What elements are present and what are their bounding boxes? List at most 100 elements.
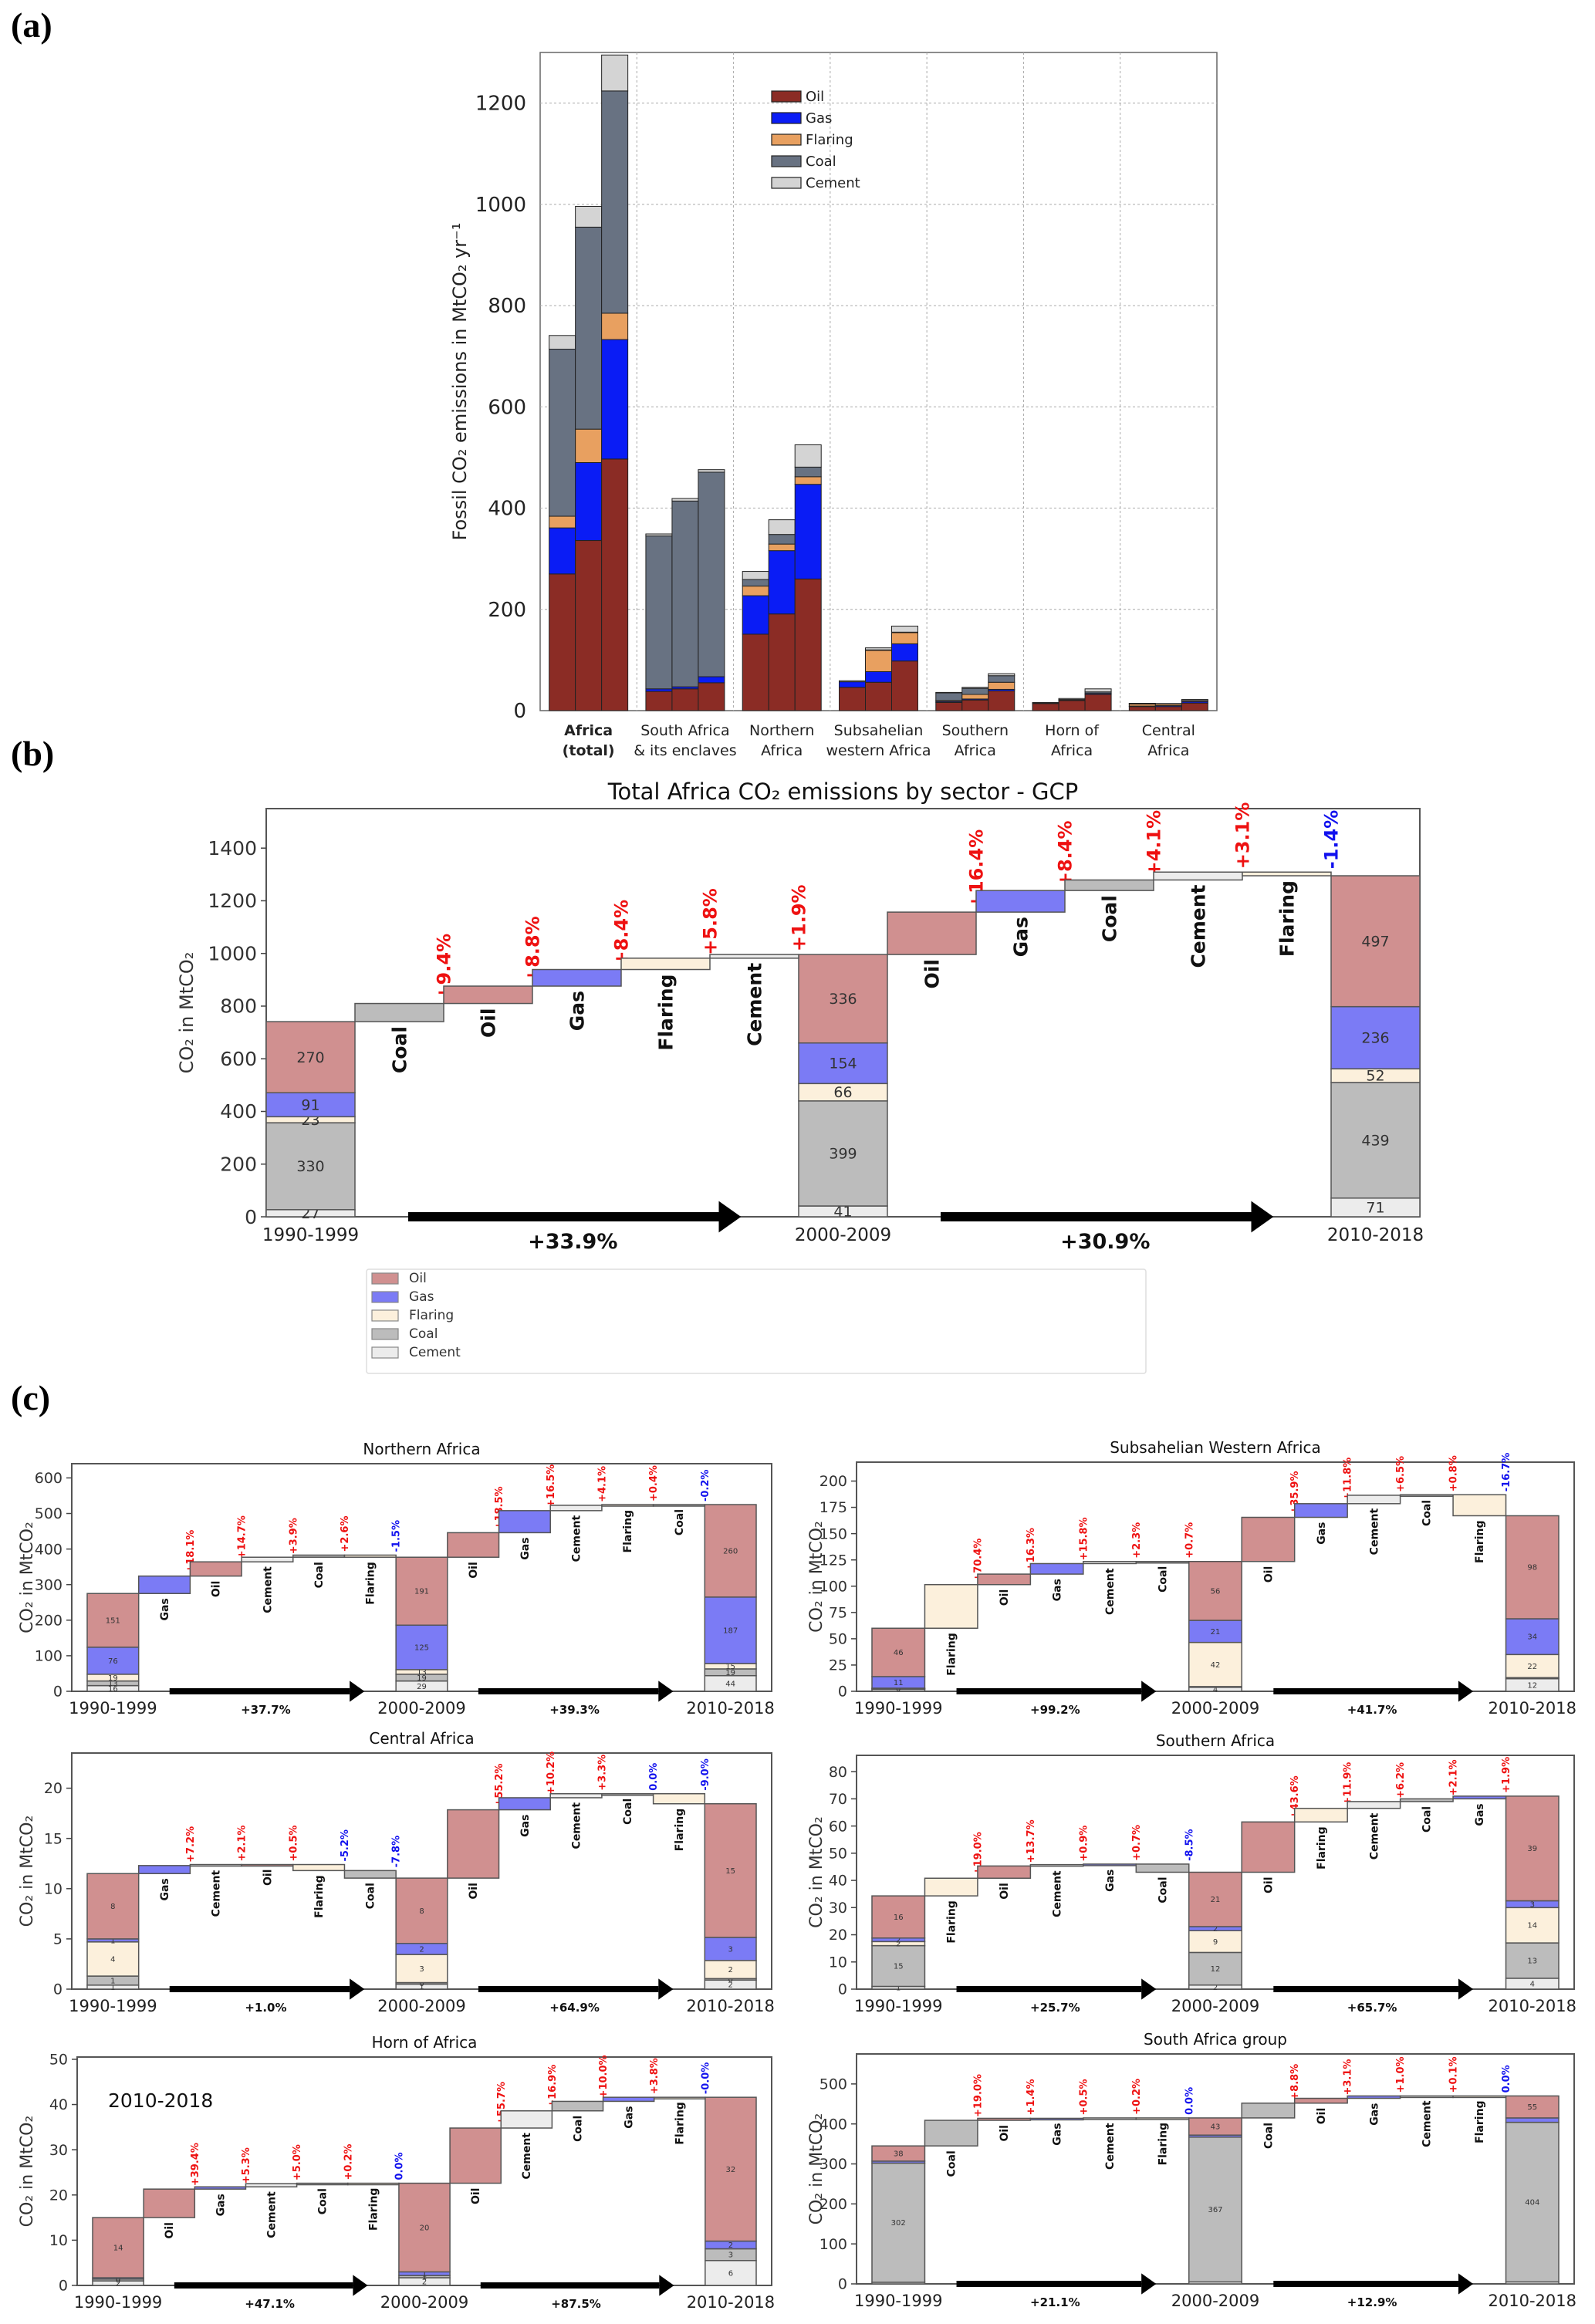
segment-value-label: 2 bbox=[1213, 1925, 1218, 1934]
step-sector-label: Oil bbox=[211, 1581, 223, 1598]
y-tick-label: 1000 bbox=[208, 942, 257, 964]
bar-segment-oil bbox=[1154, 706, 1182, 711]
step-sector-label: Cement bbox=[1187, 884, 1209, 968]
step-sector-label: Coal bbox=[946, 2150, 958, 2177]
legend-label: Flaring bbox=[806, 132, 853, 148]
step-sector-label: Flaring bbox=[946, 1900, 958, 1944]
stacked-segment-oil bbox=[798, 954, 888, 1044]
step-bar-flaring bbox=[924, 1583, 978, 1630]
step-bar-flaring bbox=[347, 2182, 400, 2186]
x-period-label: 2000-2009 bbox=[377, 1997, 465, 2015]
y-tick-label: 400 bbox=[819, 2116, 847, 2133]
segment-value-label: 399 bbox=[829, 1146, 857, 1163]
step-bar-coal bbox=[296, 2182, 349, 2186]
y-tick-label: 400 bbox=[35, 1541, 63, 1558]
step-sector-label: Cement bbox=[1368, 1812, 1380, 1860]
step-sector-label: Coal bbox=[674, 1509, 686, 1535]
stacked-segment-gas bbox=[798, 1042, 888, 1085]
step-percent-label: +11.9% bbox=[1343, 1762, 1354, 1805]
x-category-label: Africa bbox=[1147, 742, 1189, 759]
period-change-label: +33.9% bbox=[528, 1230, 617, 1254]
segment-value-label: 125 bbox=[414, 1644, 429, 1653]
chart-b-africa-waterfall: Total Africa CO₂ emissions by sector - G… bbox=[176, 779, 1424, 1374]
step-bar-coal bbox=[292, 1554, 346, 1558]
step-sector-label: Coal bbox=[1262, 2123, 1275, 2149]
bar-segment-gas bbox=[768, 550, 796, 615]
bar-segment-oil bbox=[891, 660, 918, 711]
segment-value-label: 2 bbox=[728, 1981, 732, 1990]
step-bar-flaring bbox=[924, 1877, 978, 1897]
step-percent-label: +4.1% bbox=[596, 1466, 608, 1502]
y-axis-label: CO₂ in MtCO₂ bbox=[807, 1816, 826, 1928]
stacked-segment-oil bbox=[871, 1627, 926, 1677]
segment-value-label: 4 bbox=[1530, 1980, 1535, 1988]
step-sector-label: Cement bbox=[265, 2191, 278, 2238]
period-arrow-shaft bbox=[956, 1986, 1142, 1992]
step-bar-oil bbox=[1293, 2097, 1348, 2104]
y-tick-label: 0 bbox=[245, 1206, 257, 1228]
segment-value-label: 13 bbox=[1527, 1957, 1537, 1966]
y-tick-label: 60 bbox=[829, 1818, 847, 1835]
y-tick-label: 0 bbox=[838, 1684, 847, 1701]
segment-value-label: 367 bbox=[1208, 2206, 1222, 2214]
stacked-segment-oil bbox=[1188, 1871, 1242, 1927]
step-bar-coal bbox=[1064, 879, 1154, 891]
period-change-label: +64.9% bbox=[549, 2001, 600, 2015]
legend-swatch-oil bbox=[771, 90, 802, 103]
step-percent-label: +8.4% bbox=[610, 900, 632, 967]
segment-value-label: 1 bbox=[896, 1985, 901, 1993]
step-bar-gas bbox=[1452, 1795, 1507, 1800]
y-tick-label: 125 bbox=[819, 1552, 847, 1569]
legend-swatch-cement bbox=[771, 177, 802, 189]
step-sector-label: Flaring bbox=[674, 2102, 687, 2145]
step-percent-label: +0.8% bbox=[1448, 1455, 1460, 1491]
period-arrow-shaft bbox=[480, 2282, 660, 2289]
period-arrow-shaft bbox=[169, 1986, 350, 1992]
bar-segment-cement bbox=[1032, 702, 1059, 704]
step-percent-label: +4.1% bbox=[1143, 810, 1164, 877]
step-bar-flaring bbox=[601, 1504, 654, 1507]
step-bar-coal bbox=[601, 1792, 654, 1796]
bar-segment-coal bbox=[698, 471, 725, 677]
bar-segment-flaring bbox=[575, 428, 603, 463]
step-percent-label: +5.8% bbox=[699, 888, 721, 955]
step-bar-cement bbox=[549, 1792, 603, 1799]
bar-segment-coal bbox=[768, 534, 796, 545]
period-change-label: +25.7% bbox=[1030, 2001, 1080, 2015]
step-percent-label: +8.8% bbox=[1289, 2064, 1301, 2100]
step-percent-label: +0.5% bbox=[1078, 2079, 1090, 2115]
y-tick-label: 10 bbox=[49, 2232, 68, 2249]
step-bar-oil bbox=[189, 1561, 242, 1577]
stacked-segment-gas bbox=[395, 1624, 448, 1670]
y-tick-label: 30 bbox=[829, 1900, 847, 1917]
bar-segment-oil bbox=[645, 691, 673, 711]
step-bar-cement bbox=[1347, 1801, 1401, 1809]
x-period-label: 2000-2009 bbox=[1171, 1997, 1259, 2015]
segment-value-label: 42 bbox=[1211, 1661, 1221, 1670]
step-percent-label: +3.3% bbox=[596, 1755, 608, 1791]
x-period-label: 1990-1999 bbox=[262, 1225, 359, 1245]
step-percent-label: +15.8% bbox=[1078, 1517, 1090, 1560]
step-sector-label: Cement bbox=[570, 1802, 583, 1849]
step-sector-label: Coal bbox=[1421, 1500, 1434, 1526]
panel-label-b: (b) bbox=[11, 734, 55, 773]
y-tick-label: 0 bbox=[53, 1684, 63, 1701]
segment-value-label: 8 bbox=[110, 1903, 115, 1911]
bar-segment-flaring bbox=[601, 312, 629, 340]
bar-segment-cement bbox=[865, 647, 892, 650]
step-sector-label: Oil bbox=[470, 2188, 482, 2205]
step-percent-label: +0.2% bbox=[343, 2144, 354, 2180]
step-bar-oil bbox=[977, 2117, 1032, 2121]
segment-value-label: 404 bbox=[1525, 2199, 1539, 2207]
segment-value-label: 41 bbox=[833, 1204, 852, 1221]
bar-segment-gas bbox=[601, 339, 629, 460]
legend-swatch-cement bbox=[371, 1346, 399, 1359]
step-sector-label: Flaring bbox=[368, 2188, 380, 2231]
stacked-segment-coal bbox=[871, 1944, 926, 1988]
y-axis-label: CO₂ in MtCO₂ bbox=[18, 1816, 37, 1927]
y-tick-label: 0 bbox=[838, 1981, 847, 1998]
segment-value-label: 4 bbox=[110, 1955, 115, 1964]
step-sector-label: Gas bbox=[1052, 1579, 1064, 1601]
step-sector-label: Oil bbox=[164, 2222, 176, 2239]
bar-segment-flaring bbox=[742, 586, 769, 596]
